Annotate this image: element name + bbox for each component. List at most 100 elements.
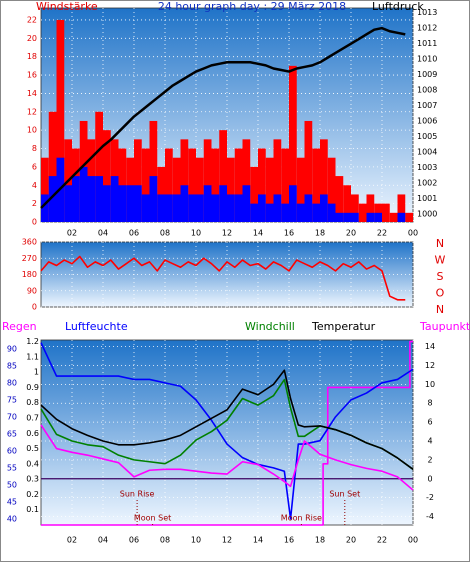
wind-bar xyxy=(312,203,320,222)
wind-bar xyxy=(41,157,49,222)
y-tick-label: 1006 xyxy=(417,117,437,126)
wind-bar xyxy=(219,185,227,222)
y-tick-label: 1.1 xyxy=(26,352,39,361)
series-line xyxy=(40,342,414,520)
wind-bar xyxy=(196,194,204,222)
y-tick-label: 16 xyxy=(27,71,37,80)
y-tick-label: 1013 xyxy=(417,8,437,17)
x-tick-label: 14 xyxy=(253,229,263,238)
wind-bar xyxy=(203,139,212,222)
x-tick-label: 02 xyxy=(67,536,77,545)
wind-bar xyxy=(180,139,189,222)
y-tick-label: 0.3 xyxy=(26,475,39,484)
legend-label: Temperatur xyxy=(311,320,376,333)
x-tick-label: 16 xyxy=(284,229,294,238)
wind-bar xyxy=(242,139,251,222)
y-tick-label: 60 xyxy=(7,446,17,455)
wind-bar xyxy=(203,185,212,222)
x-tick-label: 18 xyxy=(315,536,325,545)
y-tick-label: 180 xyxy=(22,270,37,279)
y-tick-label: -4 xyxy=(426,512,434,521)
wind-bar xyxy=(320,139,328,222)
series-line xyxy=(40,255,406,301)
event-label: Sun Set xyxy=(329,490,360,499)
wind-bar xyxy=(172,157,181,222)
x-tick-label: 14 xyxy=(253,536,263,545)
y-tick-label: 10 xyxy=(425,380,435,389)
wind-bar xyxy=(265,157,274,222)
legend-label: Taupunkt xyxy=(419,320,470,333)
wind-bar xyxy=(289,185,297,222)
direction-label: S xyxy=(437,270,444,283)
y-tick-label: 1002 xyxy=(417,179,437,188)
y-tick-label: 80 xyxy=(7,378,17,387)
event-label: Moon Rise xyxy=(281,514,322,523)
y-tick-label: 12 xyxy=(425,361,435,370)
wind-bar xyxy=(95,111,103,222)
wind-bar xyxy=(327,157,336,222)
series-line xyxy=(40,424,414,491)
wind-bar xyxy=(258,194,266,222)
wind-bar xyxy=(141,148,150,222)
wind-bar xyxy=(343,212,351,222)
y-tick-label: 8 xyxy=(32,144,37,153)
legend-label: Luftfeuchte xyxy=(65,320,128,333)
y-tick-label: 2 xyxy=(427,455,432,464)
wind-bar xyxy=(281,148,289,222)
pressure-label: Luftdruck xyxy=(372,0,424,13)
y-tick-label: 14 xyxy=(27,89,37,98)
y-tick-label: 1 xyxy=(34,368,39,377)
y-tick-label: 65 xyxy=(7,429,17,438)
wind-bar xyxy=(258,148,266,222)
wind-bar xyxy=(242,185,251,222)
wind-bar xyxy=(234,148,243,222)
wind-bar xyxy=(219,130,227,222)
x-tick-label: 10 xyxy=(191,536,201,545)
wind-bar xyxy=(382,203,390,222)
wind-bar xyxy=(87,176,96,222)
wind-bar xyxy=(304,120,313,222)
y-tick-label: 75 xyxy=(7,395,17,404)
y-tick-label: 1003 xyxy=(417,163,437,172)
wind-bar xyxy=(211,148,220,222)
event-label: Moon Set xyxy=(134,514,171,523)
wind-bar xyxy=(304,194,313,222)
y-tick-label: 22 xyxy=(27,15,37,24)
y-tick-label: 2 xyxy=(32,199,37,208)
wind-bar xyxy=(358,203,367,222)
wind-bar xyxy=(79,166,88,222)
wind-bar xyxy=(149,176,158,222)
wind-bar xyxy=(234,194,243,222)
wind-bar xyxy=(320,194,328,222)
wind-bar xyxy=(180,185,189,222)
y-tick-label: 90 xyxy=(27,286,37,295)
wind-bar xyxy=(351,194,359,222)
x-tick-label: 20 xyxy=(346,229,356,238)
y-tick-label: 50 xyxy=(7,480,17,489)
wind-bar xyxy=(281,203,289,222)
wind-bar xyxy=(64,185,72,222)
wind-bar xyxy=(366,194,375,222)
y-tick-label: 0 xyxy=(32,218,37,227)
wind-bar xyxy=(250,166,258,222)
y-tick-label: 0.4 xyxy=(26,459,39,468)
x-tick-label: 08 xyxy=(160,229,170,238)
y-tick-label: 40 xyxy=(7,514,17,523)
y-tick-label: 1005 xyxy=(417,132,437,141)
y-tick-label: 1001 xyxy=(417,194,437,203)
x-tick-label: 00 xyxy=(408,536,418,545)
y-tick-label: 70 xyxy=(7,412,17,421)
y-tick-label: 0 xyxy=(427,474,432,483)
wind-bar xyxy=(103,185,111,222)
wind-bar xyxy=(126,185,134,222)
wind-bar xyxy=(335,212,344,222)
event-label: Sun Rise xyxy=(120,490,155,499)
wind-bar xyxy=(397,212,406,222)
wind-bar xyxy=(296,157,305,222)
y-tick-label: 90 xyxy=(7,344,17,353)
wind-bar xyxy=(165,194,173,222)
wind-bar xyxy=(265,203,274,222)
y-tick-label: 6 xyxy=(427,418,432,427)
y-tick-label: 270 xyxy=(22,254,37,263)
